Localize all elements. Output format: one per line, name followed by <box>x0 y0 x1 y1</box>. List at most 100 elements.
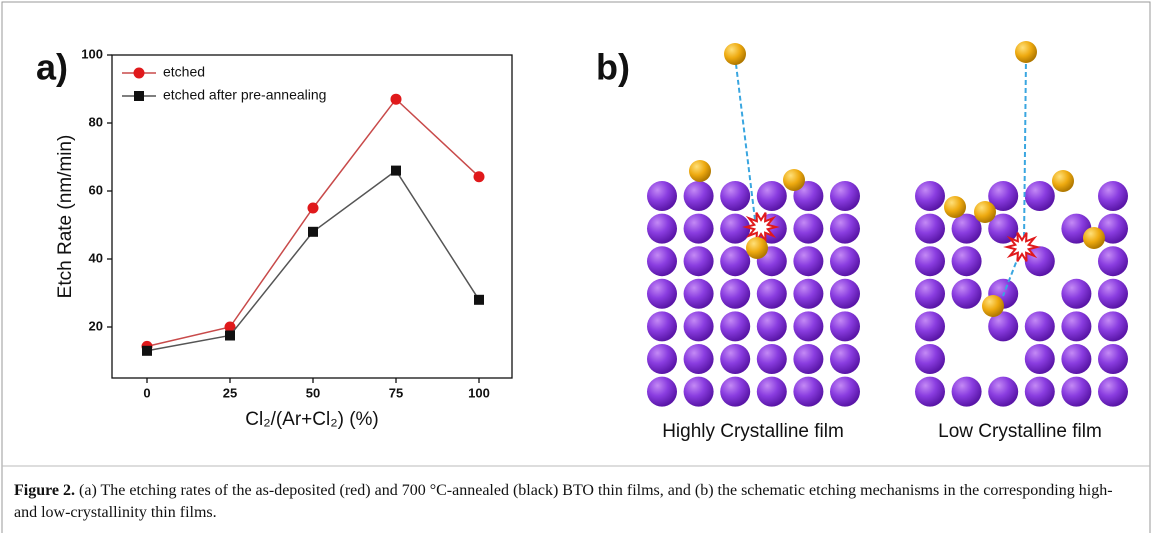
atom <box>1098 279 1128 309</box>
atom <box>793 377 823 407</box>
atom <box>647 214 677 244</box>
atom <box>1098 344 1128 374</box>
atom <box>684 377 714 407</box>
y-axis-title: Etch Rate (nm/min) <box>55 135 76 299</box>
y-tick-label: 100 <box>81 46 103 61</box>
atom <box>915 181 945 211</box>
atom <box>915 377 945 407</box>
atom <box>915 279 945 309</box>
ion <box>746 237 768 259</box>
atom <box>1025 344 1055 374</box>
atom <box>757 311 787 341</box>
atom <box>1098 246 1128 276</box>
atom <box>793 279 823 309</box>
atom <box>952 377 982 407</box>
point <box>142 346 152 356</box>
y-tick-label: 60 <box>89 182 103 197</box>
atom <box>647 344 677 374</box>
legend-label: etched after pre-annealing <box>163 87 326 103</box>
atom <box>647 246 677 276</box>
ion <box>724 43 746 65</box>
figure: a) b) Highly Crystalline film Low Crysta… <box>0 0 1153 533</box>
atom <box>1098 181 1128 211</box>
diagram-label: Low Crystalline film <box>938 421 1102 442</box>
atom <box>1098 311 1128 341</box>
x-tick-label: 100 <box>468 385 490 400</box>
point <box>391 166 401 176</box>
atom <box>684 311 714 341</box>
ion <box>1015 41 1037 63</box>
panel-label: b) <box>596 47 630 88</box>
schematic <box>647 41 1128 407</box>
ion <box>783 169 805 191</box>
ion <box>944 196 966 218</box>
diagram-label: Highly Crystalline film <box>662 421 844 442</box>
x-tick-label: 25 <box>223 385 237 400</box>
ion <box>1052 170 1074 192</box>
caption: Figure 2. (a) The etching rates of the a… <box>14 480 1114 524</box>
point <box>474 295 484 305</box>
atom <box>720 214 750 244</box>
atom <box>952 279 982 309</box>
atom <box>684 246 714 276</box>
x-tick-label: 75 <box>389 385 403 400</box>
atom <box>720 246 750 276</box>
atom <box>684 279 714 309</box>
atom <box>830 377 860 407</box>
atom <box>720 344 750 374</box>
x-tick-label: 0 <box>143 385 150 400</box>
x-tick-label: 50 <box>306 385 320 400</box>
atom <box>830 246 860 276</box>
atom <box>720 377 750 407</box>
atom <box>1025 311 1055 341</box>
atom <box>830 279 860 309</box>
atom <box>720 279 750 309</box>
panel-label: a) <box>36 47 68 88</box>
atom <box>757 377 787 407</box>
atom <box>915 214 945 244</box>
atom <box>757 344 787 374</box>
atom <box>720 181 750 211</box>
atom <box>988 377 1018 407</box>
atom <box>647 377 677 407</box>
point <box>225 331 235 341</box>
atom <box>684 181 714 211</box>
atom <box>757 279 787 309</box>
plot-frame <box>112 55 512 378</box>
atom <box>793 214 823 244</box>
legend-label: etched <box>163 64 205 80</box>
atom <box>720 311 750 341</box>
atom <box>1061 377 1091 407</box>
atom <box>1061 279 1091 309</box>
atom <box>684 344 714 374</box>
ion <box>982 295 1004 317</box>
atom <box>793 246 823 276</box>
atom <box>1025 181 1055 211</box>
caption-text: (a) The etching rates of the as-deposite… <box>14 482 1113 521</box>
atom <box>952 246 982 276</box>
atom <box>1061 344 1091 374</box>
x-axis-title: Cl₂/(Ar+Cl₂) (%) <box>245 409 379 430</box>
point <box>308 203 319 214</box>
atom <box>684 214 714 244</box>
atom <box>830 181 860 211</box>
atom <box>757 181 787 211</box>
atom <box>1061 311 1091 341</box>
atom <box>647 279 677 309</box>
page: a) b) Highly Crystalline film Low Crysta… <box>0 0 1153 533</box>
series-line <box>147 171 479 351</box>
ion-path <box>1003 56 1026 296</box>
atom <box>915 246 945 276</box>
caption-label: Figure 2. <box>14 482 75 499</box>
y-tick-label: 80 <box>89 114 103 129</box>
atom <box>793 344 823 374</box>
point <box>474 171 485 182</box>
ion <box>974 201 996 223</box>
point <box>391 94 402 105</box>
atom <box>830 311 860 341</box>
legend-marker <box>134 68 145 79</box>
atom <box>647 181 677 211</box>
atom <box>915 344 945 374</box>
atom <box>647 311 677 341</box>
atom <box>915 311 945 341</box>
